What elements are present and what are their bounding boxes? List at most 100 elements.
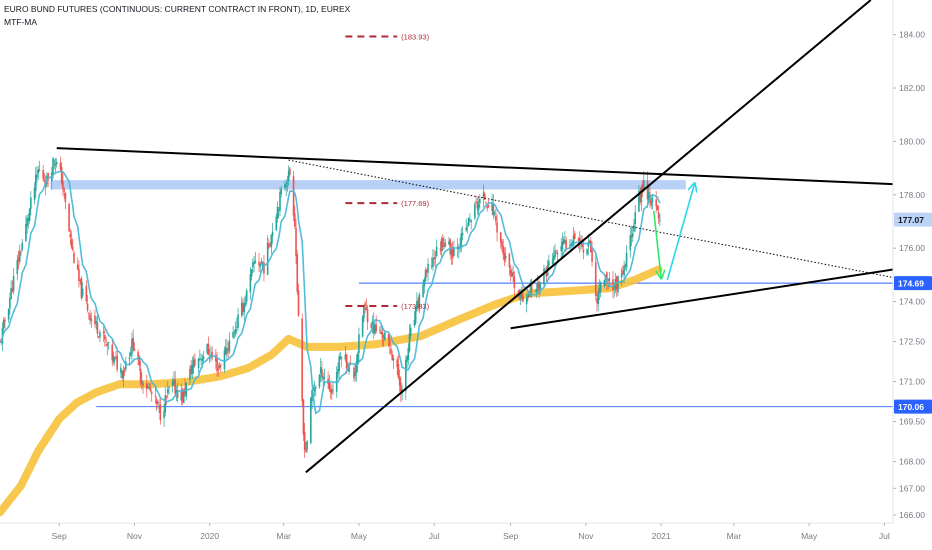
candle-body-149 — [254, 260, 257, 263]
candle-body-295 — [508, 253, 511, 268]
candle-body-177 — [303, 431, 306, 450]
candle-body-163 — [279, 192, 281, 212]
candle-body-225 — [387, 334, 390, 340]
candle-body-95 — [163, 410, 165, 419]
candle-body-262 — [450, 249, 453, 256]
candle-body-174 — [297, 290, 300, 316]
candle-body-114 — [194, 358, 196, 366]
candle-body-184 — [314, 386, 317, 389]
candle-body-37 — [62, 181, 64, 190]
candle-body-259 — [444, 242, 447, 247]
candle-body-58 — [97, 336, 100, 338]
candle-body-77 — [131, 338, 133, 355]
candle-body-219 — [375, 324, 377, 332]
candle-body-288 — [495, 216, 497, 222]
candle-body-285 — [491, 202, 493, 211]
candle-body-232 — [398, 377, 401, 386]
candle-body-125 — [215, 354, 217, 362]
candle-body-104 — [176, 390, 179, 398]
candle-body-22 — [36, 174, 38, 178]
x-tick-label-7: Nov — [578, 531, 594, 541]
candle-body-337 — [580, 243, 582, 245]
candle-body-92 — [157, 401, 159, 404]
candle-body-282 — [485, 202, 487, 204]
candle-body-268 — [460, 233, 463, 247]
candle-body-383 — [659, 219, 661, 222]
candle-body-116 — [199, 358, 201, 360]
candle-body-256 — [440, 239, 443, 252]
candle-body-110 — [189, 368, 191, 381]
candle-body-373 — [641, 184, 644, 191]
candle-body-305 — [525, 297, 528, 305]
candle-body-212 — [364, 303, 366, 306]
candle-body-83 — [141, 380, 143, 385]
candle-body-48 — [80, 278, 83, 299]
resistance-zone-layer — [50, 180, 686, 190]
candle-body-253 — [434, 257, 437, 259]
candle-body-331 — [570, 244, 572, 246]
candle-body-161 — [276, 207, 279, 219]
candle-body-326 — [561, 241, 564, 250]
chart-title: EURO BUND FUTURES (CONTINUOUS: CURRENT C… — [4, 4, 351, 14]
candle-body-348 — [598, 288, 601, 293]
candle-body-196 — [337, 369, 339, 374]
candle-body-378 — [650, 201, 653, 206]
candle-body-354 — [608, 278, 611, 282]
candle-body-228 — [391, 354, 394, 361]
candle-body-45 — [76, 264, 79, 270]
candle-body-7 — [10, 287, 12, 299]
candle-body-352 — [606, 272, 608, 284]
y-tick-label-12: 184.00 — [899, 30, 925, 40]
candle-body-370 — [638, 190, 640, 212]
candle-body-283 — [486, 206, 489, 209]
candle-body-10 — [16, 260, 19, 275]
candle-body-23 — [37, 169, 40, 174]
candle-body-211 — [363, 305, 365, 318]
annotation-label-2: (173.83) — [401, 302, 429, 311]
candle-body-85 — [145, 383, 148, 390]
candle-body-270 — [465, 227, 468, 231]
candle-body-139 — [237, 314, 239, 328]
candle-body-345 — [594, 262, 597, 296]
candle-body-347 — [597, 291, 600, 305]
candle-body-25 — [42, 169, 44, 179]
candle-body-39 — [64, 192, 67, 203]
candle-body-306 — [527, 295, 529, 299]
candle-body-208 — [356, 353, 359, 365]
candle-body-298 — [512, 271, 514, 276]
candle-body-78 — [132, 338, 135, 349]
candle-body-41 — [69, 233, 72, 238]
candle-body-84 — [142, 383, 144, 386]
candle-body-230 — [396, 359, 398, 368]
x-tick-label-11: Jul — [879, 531, 890, 541]
candle-body-120 — [206, 344, 209, 354]
candle-body-50 — [85, 285, 88, 302]
candle-body-75 — [128, 357, 131, 360]
candle-body-101 — [173, 380, 175, 385]
trendline-0 — [56, 147, 893, 186]
candle-body-38 — [63, 189, 65, 192]
candle-body-374 — [643, 180, 645, 190]
candle-body-146 — [250, 269, 253, 277]
candle-body-294 — [504, 256, 507, 259]
candle-body-328 — [564, 240, 566, 243]
candle-body-118 — [201, 358, 204, 361]
candle-body-320 — [551, 259, 554, 264]
candle-body-35 — [59, 162, 62, 170]
y-tick-label-3: 169.50 — [899, 417, 925, 427]
y-tick-label-5: 171.00 — [899, 377, 925, 387]
candle-body-309 — [530, 282, 533, 294]
candle-body-299 — [513, 276, 516, 288]
candle-body-371 — [639, 191, 641, 202]
candle-body-86 — [147, 386, 149, 388]
candle-body-65 — [111, 344, 114, 361]
candle-body-303 — [520, 292, 523, 300]
candle-body-141 — [242, 304, 244, 313]
candle-body-27 — [44, 184, 47, 187]
candle-body-307 — [528, 291, 530, 298]
candle-body-344 — [591, 250, 593, 262]
candle-body-133 — [227, 349, 229, 351]
candle-body-18 — [28, 208, 31, 222]
candle-body-15 — [25, 224, 27, 242]
